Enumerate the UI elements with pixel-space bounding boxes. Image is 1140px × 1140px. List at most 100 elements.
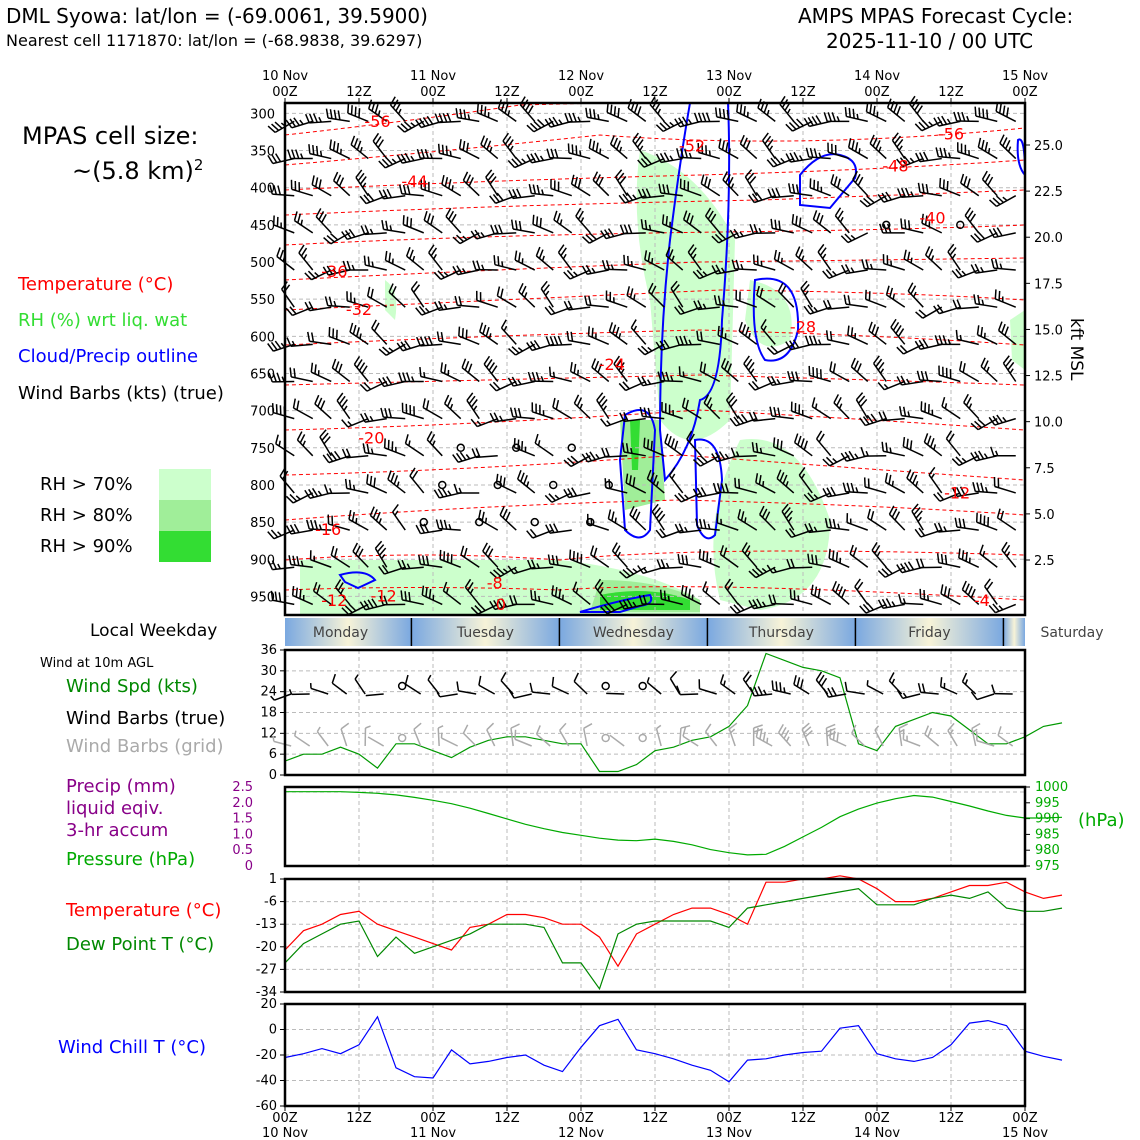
barb-half	[632, 568, 638, 573]
barb-half	[526, 481, 530, 487]
rh-shade	[1010, 310, 1025, 370]
barb-full	[706, 552, 709, 562]
barb-full	[500, 598, 508, 608]
barb-full	[352, 542, 359, 552]
barb-full	[566, 269, 575, 278]
barb-full	[983, 360, 989, 370]
barb-full	[570, 331, 574, 342]
barb-full	[745, 140, 751, 150]
calm-marker	[586, 517, 595, 527]
barb-full	[270, 590, 274, 601]
barb-full	[295, 149, 300, 159]
barb-full	[575, 207, 582, 217]
barb-full	[425, 400, 430, 410]
barb-half	[768, 145, 774, 151]
barb-full	[336, 392, 344, 402]
barb-full	[916, 105, 923, 114]
barb-full	[502, 132, 510, 142]
barb-full	[623, 411, 629, 422]
barb-full	[697, 300, 703, 310]
barb-full	[381, 158, 390, 167]
barb-full	[396, 154, 403, 164]
bottom-hour-label: 00Z	[420, 1111, 446, 1126]
barb-full	[751, 193, 759, 202]
wind-y-tick-label: 30	[260, 664, 277, 679]
barb-full	[915, 152, 921, 162]
barb-half	[473, 405, 478, 411]
barb-full	[865, 259, 870, 269]
barb-half	[521, 158, 527, 164]
barb-half	[671, 255, 675, 262]
barb-full	[952, 299, 958, 310]
barb-full	[513, 407, 518, 418]
barb-full	[438, 300, 444, 311]
barb-half	[617, 551, 621, 558]
barb-full	[674, 118, 681, 128]
barb-half	[899, 728, 905, 733]
barb-full	[529, 528, 538, 538]
barb-full	[957, 111, 962, 122]
barb-full	[277, 185, 282, 195]
barb-half	[998, 605, 1004, 611]
barb-full	[492, 381, 501, 390]
barb-half	[692, 253, 697, 260]
barb-full	[889, 287, 894, 298]
barb-full	[458, 139, 462, 149]
barb-full	[916, 370, 921, 381]
barb-full	[428, 244, 435, 254]
barb-full	[766, 376, 773, 386]
barb-full	[719, 674, 725, 684]
barb-full	[625, 443, 629, 453]
barb-full	[668, 467, 676, 476]
barb-full	[811, 397, 816, 407]
barb-full	[421, 555, 426, 565]
barb-half	[618, 333, 622, 339]
barb-full	[276, 247, 281, 257]
barb-half	[633, 325, 638, 332]
barb-full	[557, 335, 563, 346]
barb-half	[913, 291, 917, 298]
barb-full	[296, 556, 300, 566]
barb-half	[1006, 551, 1011, 557]
barb-full	[834, 583, 840, 593]
barb-full	[752, 411, 759, 421]
barb-full	[410, 280, 418, 290]
temp-contour-label: -40	[919, 208, 945, 227]
temp-y-tick-label: -34	[256, 985, 277, 1000]
barb-full	[965, 396, 972, 406]
barb-half	[523, 292, 528, 298]
barb-full	[977, 137, 982, 148]
temp-contour-label: -16	[315, 520, 341, 539]
barb-half	[856, 113, 859, 120]
barb-full	[585, 264, 592, 274]
barb-full	[418, 118, 426, 127]
calm-marker	[638, 681, 647, 691]
barb-full	[450, 213, 457, 223]
barb-full	[511, 346, 520, 354]
barb-full	[293, 368, 296, 378]
barb-full	[814, 586, 818, 597]
barb-full	[887, 223, 892, 234]
barb-full	[468, 177, 474, 187]
barb-full	[891, 508, 898, 518]
barb-full	[639, 406, 644, 417]
weekday-cell	[1003, 618, 1025, 646]
kft-tick-label: 2.5	[1034, 554, 1055, 569]
barb-full	[478, 675, 482, 686]
barb-full	[434, 113, 440, 123]
barb-full	[592, 171, 599, 181]
barb-half	[948, 152, 952, 158]
barb-full	[803, 117, 810, 127]
barb-full	[989, 199, 998, 207]
barb-half	[355, 517, 358, 524]
barb-staff	[458, 690, 477, 695]
barb-half	[750, 368, 755, 374]
barb-full	[720, 483, 725, 493]
barb-full	[655, 341, 663, 351]
barb-full	[882, 411, 888, 421]
barb-full	[921, 213, 924, 224]
bottom-hour-label: 12Z	[790, 1111, 816, 1126]
barb-full	[699, 518, 703, 529]
barb-full	[688, 433, 695, 443]
barb-full	[859, 417, 866, 426]
